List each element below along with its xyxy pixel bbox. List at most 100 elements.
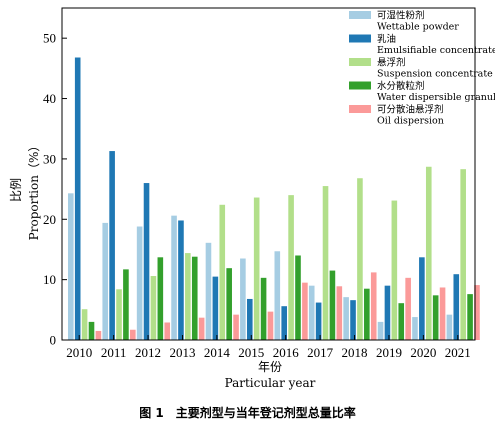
bar-series-2-2018: [350, 300, 356, 340]
bar-series-3-2014: [219, 204, 226, 340]
bar-series-5-2013: [198, 317, 205, 340]
bar-series-5-2014: [233, 314, 239, 340]
bar-series-5-2017: [336, 286, 343, 340]
bar-series-4-2010: [88, 321, 95, 340]
x-tick-label: 2015: [238, 345, 264, 360]
legend-swatch-4: [349, 81, 371, 90]
bar-series-3-2016: [288, 195, 294, 340]
bar-series-4-2018: [364, 288, 370, 340]
bar-series-3-2017: [322, 186, 329, 340]
bar-series-1-2014: [205, 242, 212, 340]
x-axis-title-en: Particular year: [225, 376, 316, 390]
bar-series-1-2019: [377, 321, 384, 340]
bar-series-1-2012: [136, 226, 143, 340]
bar-series-3-2019: [391, 200, 398, 340]
bar-series-3-2015: [253, 197, 260, 340]
bar-series-4-2013: [191, 256, 198, 340]
y-tick-label: 20: [43, 212, 56, 227]
legend-label-en-1: Wettable powder: [377, 22, 459, 33]
bar-series-2-2017: [315, 302, 322, 340]
y-axis-title-cn: 比例: [9, 178, 23, 202]
legend-swatch-5: [349, 105, 371, 113]
bar-series-2-2021: [453, 274, 460, 340]
bar-series-2-2012: [143, 183, 150, 340]
bar-series-4-2019: [398, 303, 405, 340]
legend-label-en-5: Oil dispersion: [377, 116, 444, 127]
bar-series-4-2016: [295, 255, 301, 340]
bar-series-4-2017: [329, 270, 336, 340]
bar-series-3-2021: [460, 169, 466, 340]
bar-series-5-2012: [164, 322, 171, 340]
plot-frame: [61, 7, 476, 341]
bar-series-4-2014: [226, 268, 232, 340]
x-tick-label: 2021: [445, 345, 471, 360]
legend-swatch-1: [349, 11, 371, 19]
legend-label-cn-4: 水分散粒剂: [377, 80, 425, 92]
bar-series-4-2020: [432, 295, 439, 340]
bar-series-3-2010: [81, 309, 88, 340]
bar-series-1-2013: [171, 215, 177, 340]
bar-series-5-2019: [405, 277, 411, 340]
x-tick-label: 2020: [410, 345, 436, 360]
axes-layer: 0 10 20 30 40 50 2010 2011 2012 2013 2014 2015 2016 2…: [43, 7, 476, 360]
x-tick-label: 2016: [273, 345, 300, 360]
bar-series-2-2019: [384, 285, 391, 340]
bar-series-4-2011: [123, 269, 129, 340]
bar-series-2-2016: [281, 306, 287, 340]
x-tick-label: 2018: [342, 345, 368, 360]
bar-series-1-2016: [274, 251, 281, 340]
x-tick-label: 2019: [376, 345, 402, 360]
bar-series-3-2013: [185, 253, 191, 340]
figure-caption: 图 1 主要剂型与当年登记剂型总量比率: [139, 406, 356, 420]
x-tick-label: 2013: [169, 345, 195, 360]
y-tick-label: 0: [50, 333, 57, 348]
y-tick-label: 40: [43, 91, 56, 106]
legend-swatch-2: [349, 34, 371, 43]
bar-series-5-2015: [267, 311, 274, 340]
bar-series-1-2021: [446, 314, 453, 340]
y-tick-label: 30: [43, 151, 56, 166]
x-tick-label: 2011: [101, 345, 127, 360]
legend-label-cn-3: 悬浮剂: [377, 57, 406, 69]
bar-series-1-2018: [343, 297, 349, 340]
bar-series-1-2017: [308, 285, 315, 340]
legend-label-en-4: Water dispersible granule: [377, 92, 495, 103]
bar-series-1-2011: [102, 222, 109, 340]
x-tick-label: 2010: [66, 345, 92, 360]
x-tick-label: 2014: [204, 345, 231, 360]
legend-label-cn-2: 乳油: [377, 33, 396, 45]
bar-chart: 0 10 20 30 40 50 2010 2011 2012 2013 2014 2015 2016 2…: [9, 7, 495, 390]
bar-series-5-2018: [370, 272, 377, 340]
x-axis-title-cn: 年份: [258, 360, 282, 374]
bars-layer: [68, 57, 480, 340]
legend-label-cn-1: 可湿性粉剂: [377, 10, 425, 22]
bar-series-5-2010: [95, 330, 102, 340]
bar-series-2-2014: [212, 276, 219, 340]
legend-swatch-3: [349, 58, 371, 66]
bar-series-4-2015: [260, 277, 267, 340]
bar-series-1-2020: [412, 317, 418, 340]
legend-label-en-3: Suspension concentrate: [377, 69, 493, 80]
bar-series-5-2021: [474, 285, 480, 340]
bar-series-4-2012: [157, 257, 164, 340]
bar-series-2-2020: [419, 257, 425, 340]
legend-label-cn-5: 可分散油悬浮剂: [377, 104, 444, 116]
bar-series-3-2011: [116, 289, 122, 340]
bar-series-3-2012: [150, 276, 157, 340]
x-tick-label: 2017: [307, 345, 334, 360]
bar-series-5-2020: [439, 287, 446, 340]
y-tick-label: 50: [43, 31, 56, 46]
bar-series-2-2013: [178, 220, 184, 340]
y-axis-title-en: Proportion（%）: [27, 140, 41, 241]
bar-series-3-2020: [425, 166, 432, 340]
bar-series-1-2010: [68, 193, 74, 340]
bar-series-3-2018: [357, 178, 363, 340]
y-tick-label: 10: [43, 272, 56, 287]
bar-series-2-2015: [246, 298, 253, 340]
bar-series-4-2021: [467, 294, 473, 340]
bar-series-2-2010: [74, 57, 81, 340]
legend-label-en-2: Emulsifiable concentrate: [377, 45, 495, 56]
bar-series-1-2015: [240, 258, 246, 340]
bar-series-2-2011: [109, 151, 115, 340]
